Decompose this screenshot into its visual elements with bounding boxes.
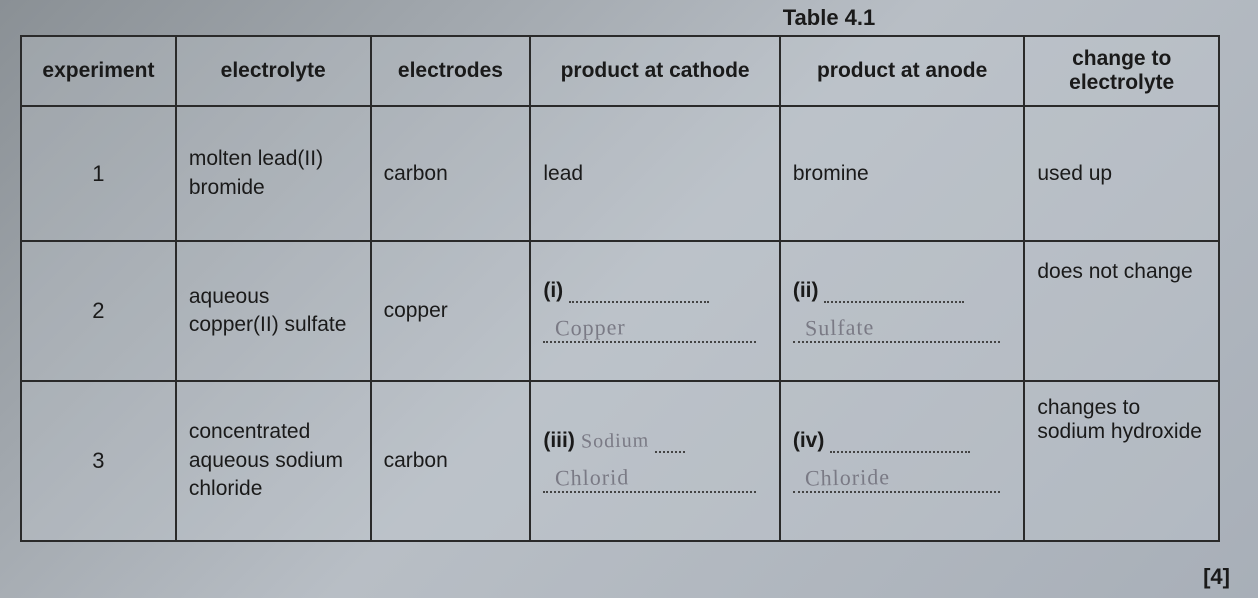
cell-change: does not change	[1024, 241, 1219, 381]
cell-electrolyte: molten lead(II) bromide	[176, 106, 371, 241]
cell-cathode-blank: (iii) Sodium Chlorid	[530, 381, 780, 541]
handwritten-answer: Chloride	[793, 464, 890, 492]
cell-change: used up	[1024, 106, 1219, 241]
answer-line: Chloride	[793, 463, 1012, 493]
cell-electrodes: copper	[371, 241, 531, 381]
table-header-row: experiment electrolyte electrodes produc…	[21, 36, 1219, 106]
cell-cathode-blank: (i) Copper	[530, 241, 780, 381]
cell-anode-blank: (iv) Chloride	[780, 381, 1025, 541]
header-electrolyte: electrolyte	[176, 36, 371, 106]
answer-line: Sulfate	[793, 313, 1012, 343]
handwritten-answer: Copper	[543, 314, 626, 341]
cell-cathode: lead	[530, 106, 780, 241]
blank-label: (iii)	[543, 429, 575, 452]
cell-electrolyte: aqueous copper(II) sulfate	[176, 241, 371, 381]
dotted-line	[830, 430, 970, 453]
dotted-line	[824, 280, 964, 303]
header-anode: product at anode	[780, 36, 1025, 106]
blank-label: (i)	[543, 279, 563, 302]
cell-electrolyte: concentrated aqueous sodium chloride	[176, 381, 371, 541]
header-cathode: product at cathode	[530, 36, 780, 106]
header-electrodes: electrodes	[371, 36, 531, 106]
cell-change: changes to sodium hydroxide	[1024, 381, 1219, 541]
cell-electrodes: carbon	[371, 106, 531, 241]
cell-experiment: 2	[21, 241, 176, 381]
table-title: Table 4.1	[20, 5, 1238, 31]
dotted-line	[793, 341, 1001, 343]
electrolysis-table: experiment electrolyte electrodes produc…	[20, 35, 1220, 542]
header-change: change to electrolyte	[1024, 36, 1219, 106]
table-row: 1 molten lead(II) bromide carbon lead br…	[21, 106, 1219, 241]
answer-line: Copper	[543, 313, 767, 343]
cell-electrodes: carbon	[371, 381, 531, 541]
cell-anode: bromine	[780, 106, 1025, 241]
cell-experiment: 3	[21, 381, 176, 541]
dotted-line	[655, 430, 685, 453]
dotted-line	[569, 280, 709, 303]
dotted-line	[543, 341, 755, 343]
cell-anode-blank: (ii) Sulfate	[780, 241, 1025, 381]
cell-experiment: 1	[21, 106, 176, 241]
handwritten-answer: Sulfate	[793, 314, 875, 341]
table-row: 2 aqueous copper(II) sulfate copper (i) …	[21, 241, 1219, 381]
handwritten-inline: Sodium	[580, 429, 649, 453]
answer-line: Chlorid	[543, 463, 767, 493]
dotted-line	[543, 491, 755, 493]
handwritten-answer: Chlorid	[543, 464, 630, 492]
blank-label: (ii)	[793, 279, 819, 302]
marks-label: [4]	[1203, 564, 1230, 590]
blank-label: (iv)	[793, 429, 825, 452]
header-experiment: experiment	[21, 36, 176, 106]
table-row: 3 concentrated aqueous sodium chloride c…	[21, 381, 1219, 541]
